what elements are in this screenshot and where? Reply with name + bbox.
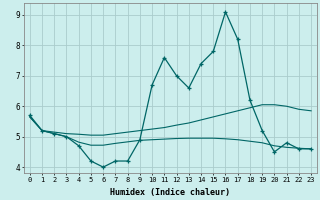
X-axis label: Humidex (Indice chaleur): Humidex (Indice chaleur) xyxy=(110,188,230,197)
